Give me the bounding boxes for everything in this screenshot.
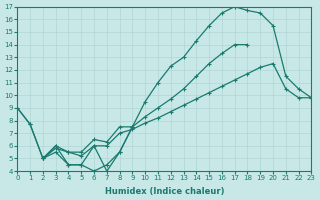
X-axis label: Humidex (Indice chaleur): Humidex (Indice chaleur) bbox=[105, 187, 224, 196]
